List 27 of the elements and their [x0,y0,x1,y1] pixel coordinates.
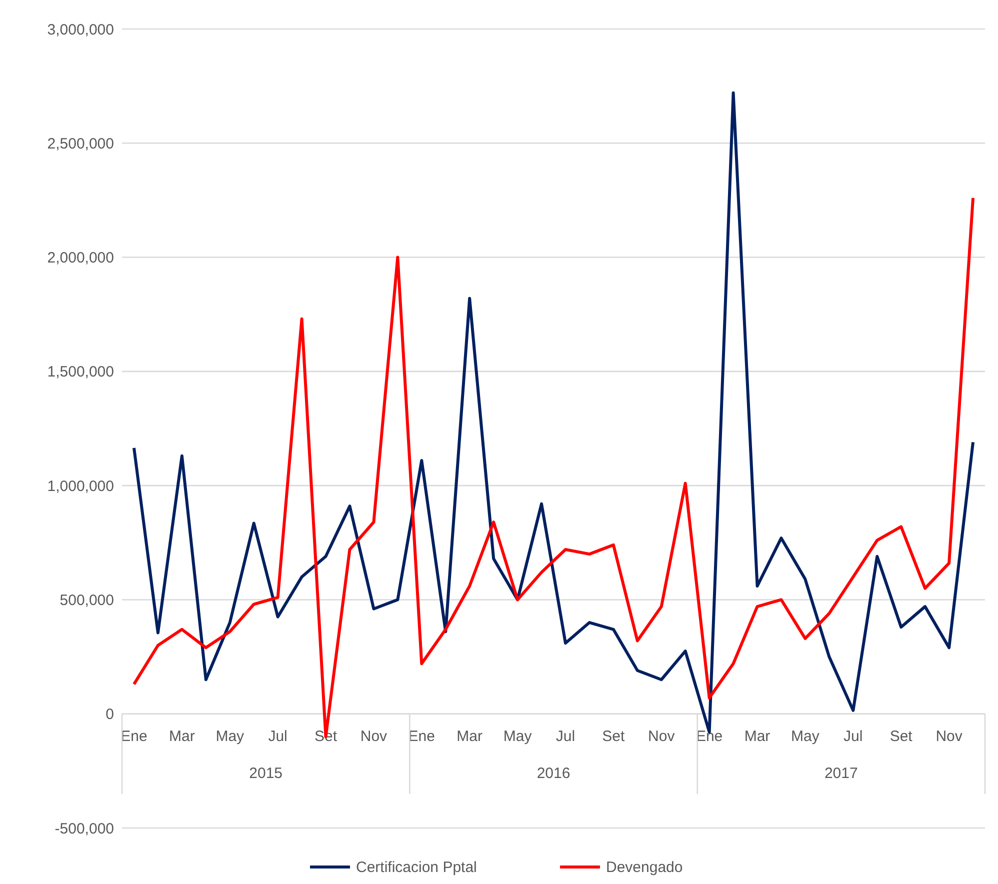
y-tick-label: 0 [106,706,114,724]
x-tick-label: Mar [456,728,483,745]
x-tick-label: May [503,728,532,745]
x-tick-label: Nov [360,728,388,745]
x-tick-label: Set [602,728,626,745]
legend-label: Certificacion Pptal [356,859,477,876]
x-tick-label: May [791,728,820,745]
x-tick-label: Jul [844,728,863,745]
y-tick-label: 2,500,000 [47,135,114,152]
y-tick-label: 3,000,000 [47,21,114,38]
x-tick-label: Nov [936,728,963,745]
annotation: 2016 [536,764,570,782]
x-tick-label: May [216,728,245,745]
y-tick-label: 500,000 [60,592,114,609]
x-tick-label: Jul [556,728,576,745]
x-tick-label: Jul [268,728,288,745]
y-tick-label: 2,000,000 [47,250,114,267]
y-tick-label: -500,000 [54,820,114,838]
annotation: 2015 [249,764,283,782]
x-tick-label: Mar [744,728,770,745]
annotation: 2017 [824,764,858,782]
y-tick-label: 1,000,000 [47,478,114,495]
legend-label: Devengado [606,859,683,876]
y-tick-label: 1,500,000 [47,364,114,381]
x-tick-label: Set [890,728,914,745]
x-tick-label: Mar [169,728,195,745]
x-tick-label: Nov [648,728,676,745]
